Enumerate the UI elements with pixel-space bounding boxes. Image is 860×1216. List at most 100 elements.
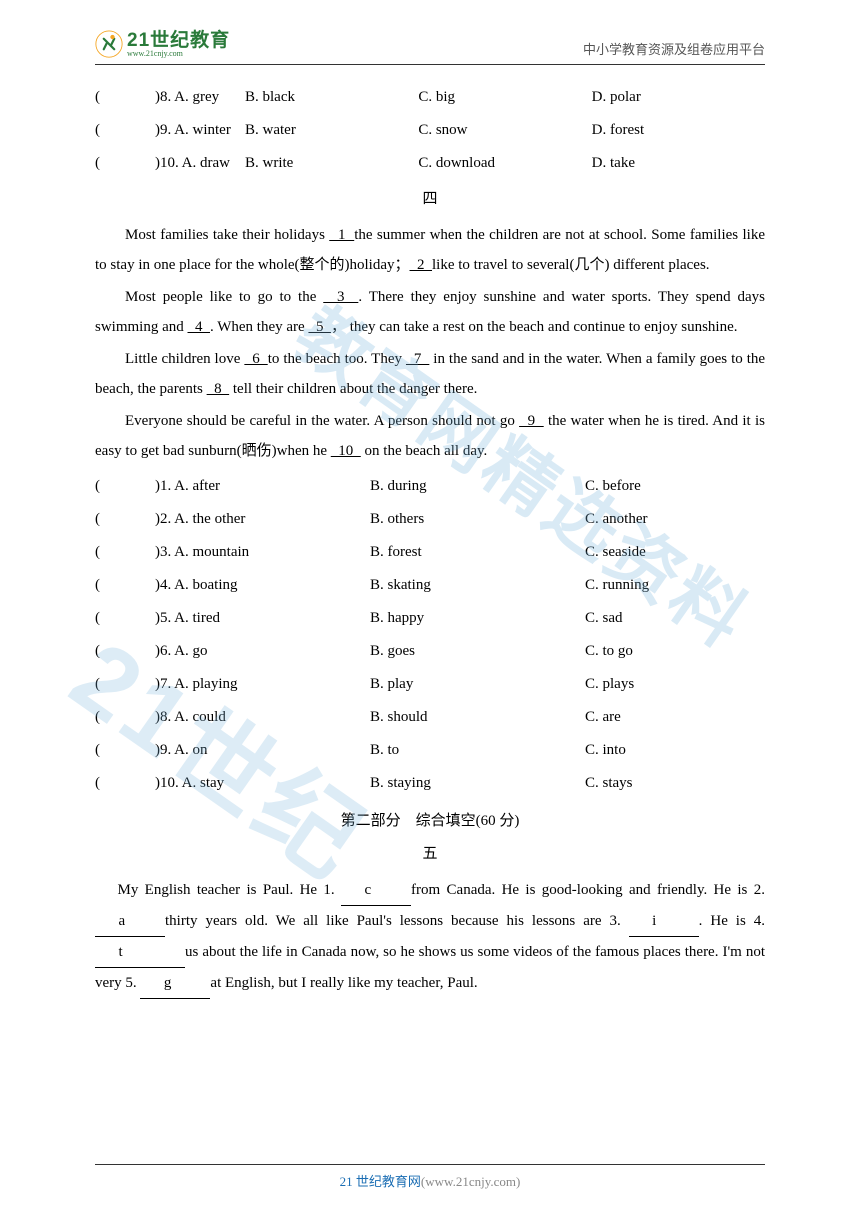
option-b: B. goes (370, 639, 585, 663)
paren[interactable]: ( (95, 672, 155, 696)
option-a: )6. A. go (155, 639, 370, 663)
option-c: C. seaside (585, 540, 765, 564)
paren[interactable]: ( (95, 771, 155, 795)
option-b: B. black (245, 85, 418, 109)
option-a: )1. A. after (155, 474, 370, 498)
cloze-4[interactable]: t (95, 937, 185, 968)
section-4-title: 四 (95, 187, 765, 208)
paren[interactable]: ( (95, 507, 155, 531)
option-c: C. into (585, 738, 765, 762)
logo-url-text: www.21cnjy.com (127, 50, 230, 58)
option-b: B. during (370, 474, 585, 498)
blank-2[interactable]: 2 (410, 257, 433, 273)
paren[interactable]: ( (95, 639, 155, 663)
option-a: )10. A. stay (155, 771, 370, 795)
option-b: B. others (370, 507, 585, 531)
text: from Canada. He is good-looking and frie… (411, 882, 765, 898)
option-row: ( )10. A. draw B. write C. download D. t… (95, 151, 765, 175)
paren[interactable]: ( (95, 705, 155, 729)
paren[interactable]: ( (95, 738, 155, 762)
option-row: ( )8. A. grey B. black C. big D. polar (95, 85, 765, 109)
text: Little children love (125, 351, 244, 367)
paren[interactable]: ( (95, 606, 155, 630)
text: Most families take their holidays (125, 227, 329, 243)
text: like to travel to several(几个) different … (432, 257, 710, 273)
option-a: )8. A. grey (155, 85, 245, 109)
option-c: C. before (585, 474, 765, 498)
runner-icon (95, 30, 123, 58)
option-b: B. forest (370, 540, 585, 564)
option-a: )7. A. playing (155, 672, 370, 696)
footer-divider (95, 1164, 765, 1165)
option-a: )5. A. tired (155, 606, 370, 630)
option-d: D. forest (592, 118, 765, 142)
answer-row: ()9. A. onB. toC. into (95, 738, 765, 762)
paren[interactable]: ( (95, 573, 155, 597)
answer-row: ()4. A. boatingB. skatingC. running (95, 573, 765, 597)
footer-brand: 21 世纪教育网 (340, 1174, 421, 1189)
blank-3[interactable]: 3 (323, 289, 358, 305)
cloze-2[interactable]: a (95, 906, 165, 937)
blank-1[interactable]: 1 (329, 227, 354, 243)
option-c: C. sad (585, 606, 765, 630)
option-a: )8. A. could (155, 705, 370, 729)
passage-5: My English teacher is Paul. He 1. cfrom … (95, 875, 765, 999)
text: . When they are (210, 319, 308, 335)
paren[interactable]: ( (95, 85, 155, 109)
blank-4[interactable]: 4 (188, 319, 211, 335)
option-a: )2. A. the other (155, 507, 370, 531)
option-c: C. stays (585, 771, 765, 795)
answer-row: ()10. A. stayB. stayingC. stays (95, 771, 765, 795)
text: tell their children about the danger the… (229, 381, 477, 397)
text: ， they can take a rest on the beach and … (331, 319, 738, 335)
paren[interactable]: ( (95, 151, 155, 175)
answer-row: ()8. A. couldB. shouldC. are (95, 705, 765, 729)
text: My English teacher is Paul. He 1. (118, 882, 342, 898)
option-c: C. another (585, 507, 765, 531)
option-d: D. polar (592, 85, 765, 109)
answer-row: ()3. A. mountainB. forestC. seaside (95, 540, 765, 564)
blank-8[interactable]: 8 (207, 381, 230, 397)
logo-cn-text: 21世纪教育 (127, 31, 230, 50)
paren[interactable]: ( (95, 118, 155, 142)
option-c: C. big (418, 85, 591, 109)
answer-row: ()2. A. the otherB. othersC. another (95, 507, 765, 531)
cloze-1[interactable]: c (341, 875, 411, 906)
passage-4: Most families take their holidays 1 the … (95, 220, 765, 466)
option-a: )9. A. on (155, 738, 370, 762)
blank-7[interactable]: 7 (406, 351, 429, 367)
blank-10[interactable]: 10 (331, 443, 361, 459)
option-a: )3. A. mountain (155, 540, 370, 564)
text: thirty years old. We all like Paul's les… (165, 913, 629, 929)
option-c: C. download (418, 151, 591, 175)
blank-6[interactable]: 6 (244, 351, 267, 367)
text: at English, but I really like my teacher… (210, 975, 477, 991)
header-platform-text: 中小学教育资源及组卷应用平台 (583, 39, 765, 58)
blank-9[interactable]: 9 (519, 413, 544, 429)
option-b: B. staying (370, 771, 585, 795)
option-c: C. plays (585, 672, 765, 696)
option-c: C. are (585, 705, 765, 729)
text: on the beach all day. (361, 443, 487, 459)
option-b: B. play (370, 672, 585, 696)
section-5-title: 五 (95, 842, 765, 863)
footer-url: (www.21cnjy.com) (421, 1174, 520, 1189)
option-c: C. snow (418, 118, 591, 142)
cloze-5[interactable]: g (140, 968, 210, 999)
option-a: )9. A. winter (155, 118, 245, 142)
option-b: B. happy (370, 606, 585, 630)
answer-row: ()6. A. goB. goesC. to go (95, 639, 765, 663)
option-b: B. water (245, 118, 418, 142)
page-header: 21世纪教育 www.21cnjy.com 中小学教育资源及组卷应用平台 (0, 0, 860, 64)
text: to the beach too. They (268, 351, 406, 367)
paren[interactable]: ( (95, 474, 155, 498)
cloze-3[interactable]: i (629, 906, 699, 937)
paren[interactable]: ( (95, 540, 155, 564)
answer-row: ()5. A. tiredB. happyC. sad (95, 606, 765, 630)
option-b: B. should (370, 705, 585, 729)
blank-5[interactable]: 5 (308, 319, 331, 335)
text: . He is 4. (699, 913, 765, 929)
text: Most people like to go to the (125, 289, 323, 305)
option-d: D. take (592, 151, 765, 175)
option-b: B. to (370, 738, 585, 762)
